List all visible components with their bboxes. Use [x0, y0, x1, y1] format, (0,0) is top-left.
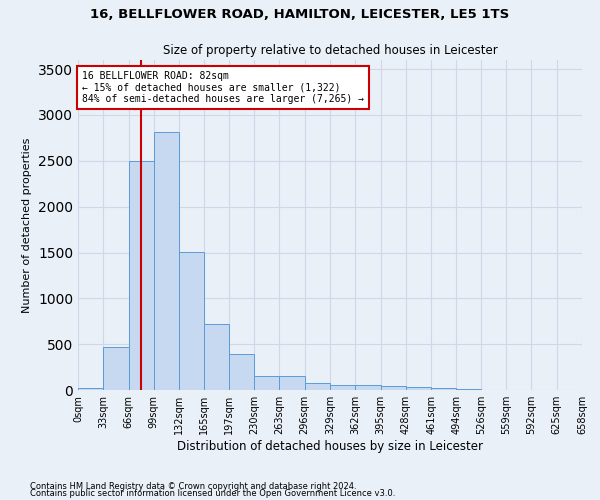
- Bar: [431, 388, 457, 390]
- Bar: [78, 388, 103, 390]
- Title: Size of property relative to detached houses in Leicester: Size of property relative to detached ho…: [163, 44, 497, 58]
- Bar: [305, 382, 330, 390]
- Bar: [380, 386, 406, 390]
- Bar: [154, 132, 179, 390]
- Bar: [128, 161, 154, 390]
- Bar: [103, 347, 128, 390]
- Text: 16, BELLFLOWER ROAD, HAMILTON, LEICESTER, LE5 1TS: 16, BELLFLOWER ROAD, HAMILTON, LEICESTER…: [91, 8, 509, 20]
- Text: Contains HM Land Registry data © Crown copyright and database right 2024.: Contains HM Land Registry data © Crown c…: [30, 482, 356, 491]
- Bar: [355, 385, 380, 390]
- Y-axis label: Number of detached properties: Number of detached properties: [22, 138, 32, 312]
- Bar: [179, 252, 205, 390]
- Text: 16 BELLFLOWER ROAD: 82sqm
← 15% of detached houses are smaller (1,322)
84% of se: 16 BELLFLOWER ROAD: 82sqm ← 15% of detac…: [82, 71, 364, 104]
- Bar: [229, 354, 254, 390]
- X-axis label: Distribution of detached houses by size in Leicester: Distribution of detached houses by size …: [177, 440, 483, 453]
- Bar: [254, 376, 280, 390]
- Bar: [457, 389, 481, 390]
- Text: Contains public sector information licensed under the Open Government Licence v3: Contains public sector information licen…: [30, 490, 395, 498]
- Bar: [205, 324, 229, 390]
- Bar: [330, 385, 355, 390]
- Bar: [406, 387, 431, 390]
- Bar: [280, 376, 305, 390]
